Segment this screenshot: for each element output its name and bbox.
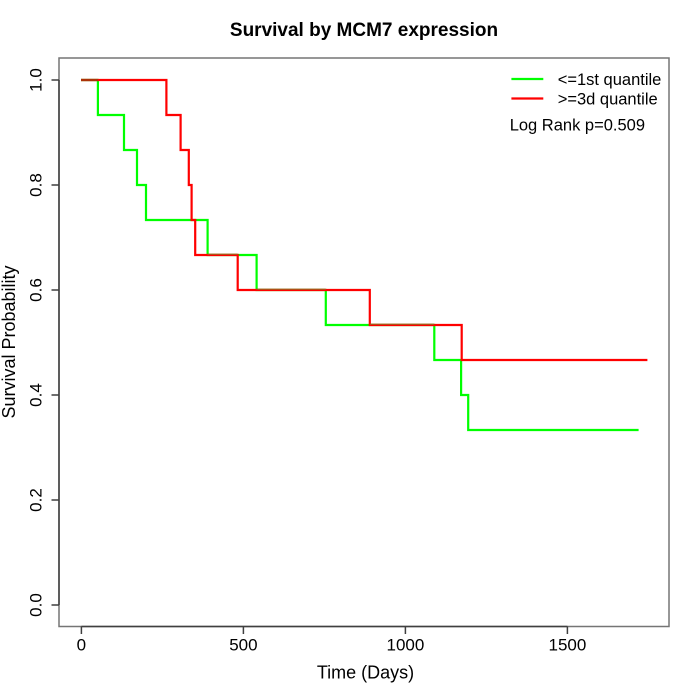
svg-text:0.4: 0.4 <box>27 383 46 407</box>
svg-text:Log Rank p=0.509: Log Rank p=0.509 <box>510 117 645 135</box>
svg-text:0.2: 0.2 <box>27 488 46 512</box>
svg-text:0.0: 0.0 <box>27 593 46 617</box>
svg-text:0: 0 <box>77 636 86 655</box>
svg-text:Survival by MCM7 expression: Survival by MCM7 expression <box>230 20 498 41</box>
svg-text:0.8: 0.8 <box>27 173 46 197</box>
svg-text:>=3d quantile: >=3d quantile <box>558 91 658 109</box>
svg-text:500: 500 <box>229 636 257 655</box>
svg-text:Time (Days): Time (Days) <box>317 663 414 683</box>
svg-text:1000: 1000 <box>386 636 424 655</box>
svg-text:0.6: 0.6 <box>27 278 46 302</box>
svg-text:<=1st quantile: <=1st quantile <box>558 71 662 89</box>
svg-text:1.0: 1.0 <box>27 68 46 92</box>
svg-text:1500: 1500 <box>548 636 586 655</box>
svg-text:Survival Probability: Survival Probability <box>0 265 19 418</box>
